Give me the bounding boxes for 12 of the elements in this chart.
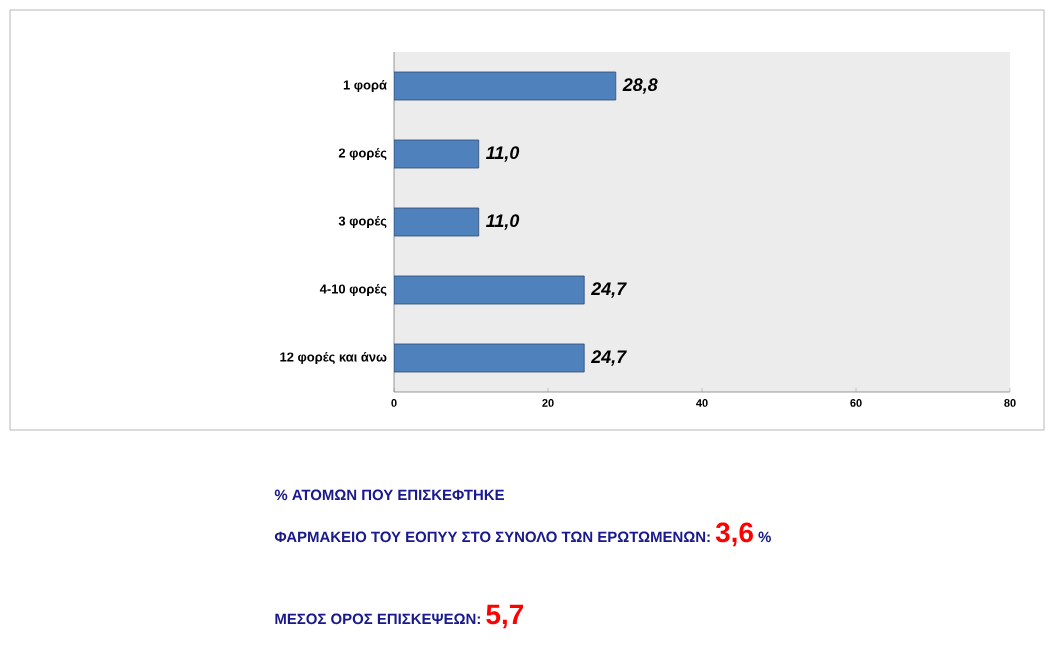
data-label: 11,0 (486, 214, 520, 230)
bar (394, 343, 585, 373)
data-label: 28,8 (622, 78, 658, 94)
text: 5,7 (486, 604, 524, 629)
text: 3,6 (715, 522, 753, 547)
bar (394, 71, 617, 101)
data-label: 24,7 (590, 282, 627, 298)
data-label: 11,0 (486, 146, 520, 162)
bar (394, 275, 585, 305)
bar (394, 139, 480, 169)
data-label: 24,7 (590, 350, 627, 366)
bar (394, 207, 480, 237)
